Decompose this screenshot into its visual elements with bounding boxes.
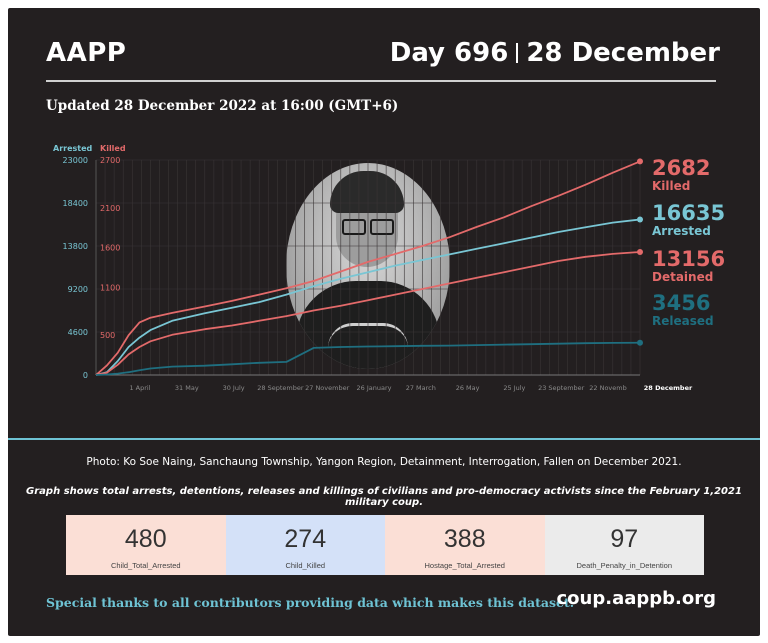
stat-card: 97 Death_Penalty_in_Detention	[544, 515, 704, 575]
stats-row: 480 Child_Total_Arrested 274 Child_Killed …	[66, 515, 704, 575]
right-tick-label: 1100	[100, 283, 120, 292]
website-link[interactable]: coup.aappb.org	[556, 588, 717, 609]
series-end-point-detained	[637, 249, 643, 256]
stat-value: 274	[284, 525, 327, 553]
x-tick-label: 28 December	[644, 384, 693, 392]
day-label: Day 696	[389, 38, 509, 68]
stat-label: Child_Total_Arrested	[110, 561, 181, 570]
right-tick-label: 2100	[100, 204, 120, 213]
photo-caption: Photo: Ko Soe Naing, Sanchaung Township,…	[86, 456, 682, 468]
right-axis-title: Killed	[100, 144, 126, 153]
end-label-name: Detained	[652, 270, 713, 284]
infographic-panel: AAPP Day 696 28 December Updated 28 Decem…	[8, 8, 760, 636]
series-line-arrested	[95, 218, 641, 376]
stat-card: 480 Child_Total_Arrested	[66, 515, 226, 575]
right-tick-label: 500	[100, 331, 115, 340]
section-divider	[8, 438, 760, 440]
stat-value: 388	[443, 525, 486, 553]
stat-card: 388 Hostage_Total_Arrested	[385, 515, 545, 575]
photo-glasses-left	[342, 219, 366, 235]
left-axis-title: Arrested	[53, 144, 93, 153]
x-tick-label: 27 November	[305, 384, 349, 392]
end-label-value: 2682	[652, 156, 710, 180]
x-tick-label: 22 Novemb	[589, 384, 626, 392]
photo-glasses-right	[370, 219, 394, 235]
x-tick-label: 25 July	[503, 384, 525, 392]
end-label-name: Killed	[652, 179, 690, 193]
stat-label: Hostage_Total_Arrested	[424, 561, 505, 570]
left-tick-label: 13800	[63, 242, 88, 251]
left-tick-label: 18400	[63, 199, 88, 208]
series-end-point-arrested	[637, 216, 643, 223]
stat-value: 97	[610, 525, 639, 553]
header-divider	[46, 80, 716, 82]
x-tick-label: 31 May	[175, 384, 199, 392]
stat-value: 480	[124, 525, 167, 553]
end-label-value: 3456	[652, 291, 710, 315]
left-tick-label: 9200	[68, 285, 88, 294]
stat-label: Child_Killed	[285, 561, 326, 570]
end-label-name: Arrested	[652, 224, 711, 238]
end-label-value: 13156	[652, 247, 725, 271]
x-tick-label: 28 September	[257, 384, 304, 392]
thanks-note: Special thanks to all contributors provi…	[46, 595, 575, 610]
series-line-released	[95, 341, 641, 376]
stat-card: 274 Child_Killed	[225, 515, 385, 575]
org-title: AAPP	[46, 38, 127, 68]
left-tick-label: 23000	[63, 156, 88, 165]
series-end-point-released	[637, 339, 643, 346]
left-tick-label: 4600	[68, 328, 88, 337]
photo-hair	[330, 171, 404, 213]
series-line-killed	[95, 160, 641, 376]
day-date-title: Day 696 28 December	[390, 38, 720, 68]
graph-caption: Graph shows total arrests, detentions, r…	[26, 486, 742, 508]
x-tick-label: 27 March	[406, 384, 436, 392]
end-label-value: 16635	[652, 201, 725, 225]
x-tick-label: 26 May	[456, 384, 480, 392]
stat-label: Death_Penalty_in_Detention	[576, 561, 673, 570]
series-line-detained	[95, 251, 641, 376]
left-tick-label: 0	[83, 371, 88, 380]
end-label-name: Released	[652, 314, 714, 328]
right-tick-label: 1600	[100, 244, 120, 253]
x-tick-label: 1 April	[129, 384, 150, 392]
right-tick-label: 2700	[100, 156, 120, 165]
x-tick-label: 23 September	[538, 384, 585, 392]
updated-timestamp: Updated 28 December 2022 at 16:00 (GMT+6…	[46, 98, 399, 114]
title-separator	[516, 43, 519, 63]
x-tick-label: 30 July	[223, 384, 245, 392]
date-label: 28 December	[526, 38, 720, 68]
series-end-point-killed	[637, 158, 643, 165]
trend-chart: Arrested Killed 0 4600 9200 13800 18400 23000 50…	[53, 144, 725, 392]
x-tick-label: 26 January	[357, 384, 392, 392]
